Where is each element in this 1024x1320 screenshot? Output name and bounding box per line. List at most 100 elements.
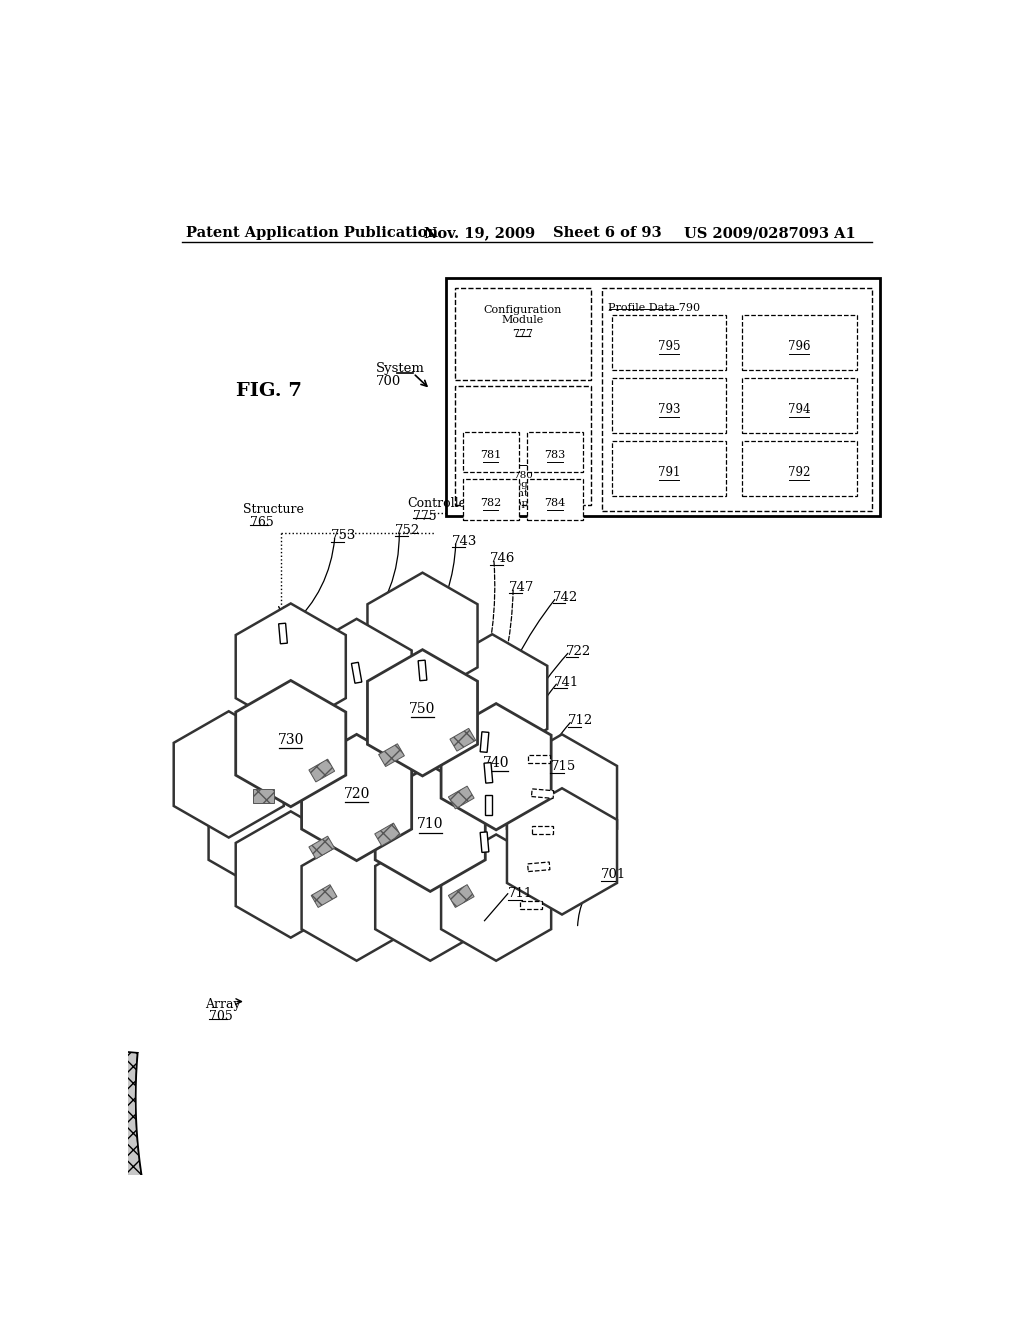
- Bar: [455, 288, 591, 380]
- Polygon shape: [302, 834, 412, 961]
- Text: Profile Data 790: Profile Data 790: [608, 304, 700, 313]
- Polygon shape: [368, 573, 477, 700]
- Text: 784: 784: [545, 498, 565, 508]
- Text: 743: 743: [452, 535, 477, 548]
- Polygon shape: [480, 731, 488, 752]
- Polygon shape: [19, 1043, 609, 1320]
- Bar: [455, 385, 591, 506]
- Polygon shape: [236, 812, 346, 937]
- Text: 796: 796: [787, 339, 810, 352]
- Polygon shape: [531, 789, 554, 799]
- Text: 711: 711: [508, 887, 534, 900]
- Polygon shape: [418, 660, 427, 681]
- Polygon shape: [379, 743, 404, 767]
- Text: Support: Support: [502, 499, 544, 508]
- Polygon shape: [236, 603, 346, 730]
- Polygon shape: [449, 787, 474, 809]
- Text: 741: 741: [554, 676, 580, 689]
- Text: Structure: Structure: [243, 503, 303, 516]
- Polygon shape: [209, 766, 318, 891]
- Text: 720: 720: [343, 787, 370, 801]
- Text: Configuration: Configuration: [483, 305, 562, 314]
- Text: 701: 701: [601, 869, 626, 880]
- Text: Logic: Logic: [509, 480, 538, 490]
- Text: 746: 746: [489, 552, 515, 565]
- Polygon shape: [441, 704, 551, 830]
- Text: Patent Application Publication: Patent Application Publication: [186, 226, 438, 240]
- Polygon shape: [375, 824, 400, 846]
- Polygon shape: [507, 788, 617, 915]
- Text: Module: Module: [502, 315, 544, 326]
- Bar: [741, 314, 856, 370]
- Bar: [527, 432, 583, 471]
- Bar: [741, 441, 856, 496]
- Polygon shape: [351, 663, 361, 684]
- Bar: [527, 479, 583, 520]
- Polygon shape: [309, 836, 335, 859]
- Polygon shape: [375, 834, 485, 961]
- Polygon shape: [531, 826, 554, 834]
- Text: 791: 791: [657, 466, 680, 479]
- Bar: [602, 288, 872, 511]
- Bar: [611, 378, 726, 433]
- Polygon shape: [302, 619, 412, 744]
- Text: 794: 794: [787, 403, 810, 416]
- Text: Array: Array: [206, 998, 241, 1011]
- Bar: [741, 378, 856, 433]
- Text: Sheet 6 of 93: Sheet 6 of 93: [553, 226, 662, 240]
- Text: 792: 792: [787, 466, 810, 479]
- Text: Controller: Controller: [407, 498, 472, 511]
- Text: 705: 705: [209, 1010, 233, 1023]
- Bar: [445, 277, 880, 516]
- Polygon shape: [527, 862, 550, 871]
- Text: 777: 777: [512, 330, 534, 339]
- Text: 795: 795: [657, 339, 680, 352]
- Polygon shape: [311, 884, 337, 907]
- Text: 750: 750: [410, 702, 435, 715]
- Polygon shape: [174, 711, 284, 838]
- Text: Control: Control: [503, 490, 543, 499]
- Text: FIG. 7: FIG. 7: [237, 381, 302, 400]
- Text: 752: 752: [395, 524, 421, 537]
- Text: Nov. 19, 2009: Nov. 19, 2009: [424, 226, 536, 240]
- Polygon shape: [441, 834, 551, 961]
- Text: US 2009/0287093 A1: US 2009/0287093 A1: [684, 226, 856, 240]
- Text: 710: 710: [417, 817, 443, 832]
- Polygon shape: [449, 884, 474, 907]
- Text: 742: 742: [553, 591, 578, 603]
- Text: 712: 712: [568, 714, 594, 727]
- Polygon shape: [236, 681, 346, 807]
- Text: 747: 747: [509, 581, 535, 594]
- Polygon shape: [302, 734, 412, 861]
- Text: 722: 722: [566, 644, 591, 657]
- Polygon shape: [136, 1053, 655, 1320]
- Polygon shape: [279, 623, 288, 644]
- Text: 700: 700: [376, 375, 401, 388]
- Bar: [463, 479, 518, 520]
- Polygon shape: [445, 788, 555, 915]
- Polygon shape: [528, 755, 550, 763]
- Bar: [611, 314, 726, 370]
- Polygon shape: [437, 635, 547, 760]
- Text: 783: 783: [545, 450, 565, 459]
- Text: 740: 740: [483, 756, 509, 770]
- Text: 793: 793: [657, 403, 680, 416]
- Text: 715: 715: [550, 760, 575, 774]
- Polygon shape: [309, 759, 335, 781]
- Polygon shape: [507, 734, 617, 861]
- Polygon shape: [253, 789, 274, 803]
- Bar: [611, 441, 726, 496]
- Text: 780: 780: [513, 471, 532, 480]
- Text: 753: 753: [331, 529, 356, 543]
- Polygon shape: [520, 902, 542, 909]
- Text: 765: 765: [251, 516, 274, 529]
- Text: 775: 775: [414, 510, 437, 523]
- Text: System: System: [376, 363, 425, 375]
- Bar: [463, 432, 518, 471]
- Polygon shape: [368, 649, 477, 776]
- Polygon shape: [375, 766, 485, 891]
- Polygon shape: [484, 763, 493, 783]
- Text: 730: 730: [278, 733, 304, 747]
- Polygon shape: [485, 795, 492, 816]
- Polygon shape: [450, 729, 476, 751]
